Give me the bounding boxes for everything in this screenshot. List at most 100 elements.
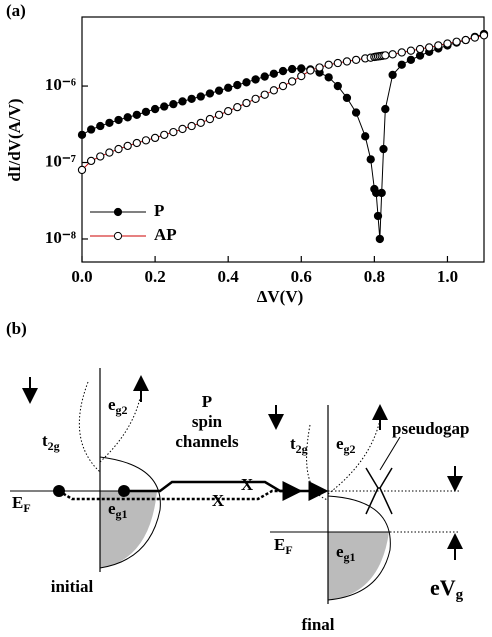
marker <box>287 77 297 86</box>
marker <box>278 66 288 76</box>
pointer <box>379 436 401 471</box>
marker <box>397 60 406 69</box>
marker <box>361 132 370 141</box>
marker <box>187 94 196 104</box>
label-sub: g <box>456 587 464 603</box>
marker <box>251 94 260 104</box>
marker <box>187 121 196 131</box>
marker <box>205 114 215 124</box>
marker <box>96 152 105 161</box>
label-sub: g2 <box>344 442 356 456</box>
crossing-mark: X <box>212 491 225 510</box>
label: e <box>108 395 116 414</box>
marker <box>233 80 242 90</box>
x-tick-label: 1.0 <box>437 267 458 286</box>
y-tick-label: 10⁻⁸ <box>45 228 76 247</box>
marker <box>324 73 333 82</box>
occupied-band <box>100 491 157 568</box>
x-tick-label: 0.2 <box>144 267 165 286</box>
label-sub: F <box>285 543 292 557</box>
marker <box>470 33 480 42</box>
marker <box>86 125 96 134</box>
legend-marker <box>113 207 123 217</box>
marker <box>96 121 105 131</box>
marker <box>141 107 151 116</box>
marker <box>381 104 390 114</box>
label: e <box>108 499 116 518</box>
marker <box>397 48 406 57</box>
channel-label: channels <box>175 432 239 451</box>
marker <box>306 66 315 75</box>
marker <box>77 130 87 140</box>
eg1-band <box>99 456 161 569</box>
label: t <box>290 434 296 453</box>
marker <box>123 113 132 122</box>
x-tick-label: 0.8 <box>364 267 385 286</box>
marker <box>160 102 169 111</box>
marker <box>425 43 434 52</box>
label: E <box>274 535 285 554</box>
x-tick-label: 0.0 <box>71 267 92 286</box>
marker <box>406 55 416 65</box>
legend-label: AP <box>154 225 177 244</box>
marker <box>434 41 443 50</box>
marker <box>351 55 361 65</box>
marker <box>114 144 123 154</box>
marker <box>196 118 205 128</box>
label: eV <box>430 575 456 600</box>
marker <box>242 98 251 108</box>
marker <box>388 50 397 59</box>
marker <box>351 108 361 117</box>
marker <box>132 138 141 148</box>
t2g-band <box>78 381 101 473</box>
band-label: eg1 <box>108 499 128 521</box>
panel-label: (a) <box>6 1 26 20</box>
marker <box>366 155 375 164</box>
marker <box>297 71 306 81</box>
plot-frame <box>81 16 485 263</box>
marker <box>214 86 224 95</box>
marker <box>297 64 306 73</box>
y-tick-label: 10⁻⁷ <box>45 151 76 170</box>
marker <box>452 37 461 46</box>
marker <box>443 39 452 48</box>
panel-label: (b) <box>6 319 27 338</box>
marker <box>160 130 169 140</box>
marker <box>169 99 178 109</box>
blocked-channel <box>58 481 303 501</box>
electrode-label: final <box>301 615 334 634</box>
marker <box>333 58 342 68</box>
eg2-band <box>99 397 141 463</box>
channel-label: spin <box>192 412 223 431</box>
marker <box>269 69 279 78</box>
marker <box>132 110 141 120</box>
marker <box>406 46 416 55</box>
marker <box>373 211 383 221</box>
legend-label: P <box>154 201 164 220</box>
band-label: eg1 <box>336 542 356 564</box>
marker <box>123 141 132 151</box>
crossing-mark: X <box>241 475 254 494</box>
marker <box>324 60 333 69</box>
y-tick-label: 10⁻⁶ <box>45 75 76 94</box>
marker <box>114 115 123 125</box>
eg1-band <box>327 495 391 601</box>
x-axis-label: ΔV(V) <box>257 287 304 306</box>
marker <box>233 102 242 112</box>
pseudogap-label: pseudogap <box>392 419 469 438</box>
marker <box>342 93 352 103</box>
label: t <box>42 431 48 450</box>
fermi-label: EF <box>12 493 31 515</box>
marker <box>150 104 160 114</box>
marker <box>178 97 187 106</box>
channel-label: P <box>202 392 212 411</box>
electrode-label: initial <box>51 577 94 596</box>
pseudogap-shape <box>365 467 393 515</box>
marker <box>242 78 251 87</box>
label-sub: 2g <box>48 439 60 453</box>
marker <box>479 31 489 40</box>
marker <box>105 148 114 157</box>
marker <box>105 118 114 128</box>
eg2-band <box>327 419 381 495</box>
